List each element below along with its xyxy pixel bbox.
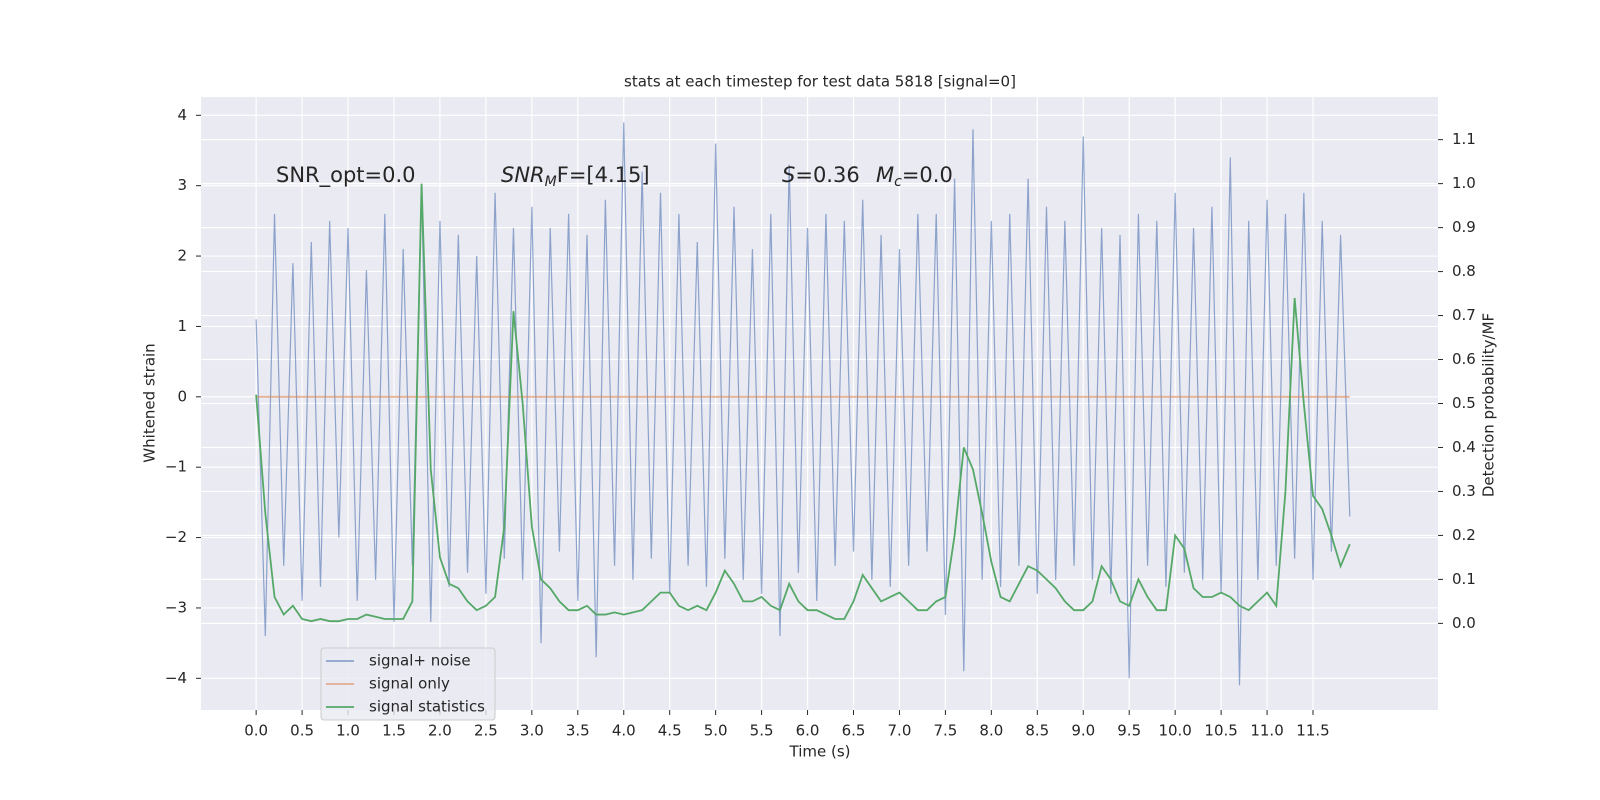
series-line	[255, 183, 1351, 623]
chart-title: stats at each timestep for test data 581…	[624, 73, 1016, 91]
y2-tick-label: 0.3	[1452, 482, 1476, 500]
legend: signal+ noise signal only signal statistic…	[320, 647, 496, 721]
x-tick-label: 0.0	[244, 722, 268, 740]
x-tick-label: 3.5	[566, 722, 590, 740]
y2-tick-label: 0.8	[1452, 262, 1476, 280]
x-tick-label: 8.0	[979, 722, 1003, 740]
annotation-rest: =0.36	[795, 163, 859, 187]
annotation: S=0.36	[782, 163, 860, 187]
legend-label: signal statistics	[369, 698, 485, 716]
series-line	[255, 122, 1351, 686]
y-tick-label: 4	[177, 106, 187, 124]
annotation-main: S	[782, 163, 795, 187]
legend-label: signal only	[369, 675, 450, 693]
x-tick-label: 10.5	[1204, 722, 1237, 740]
y-tick-label: 3	[177, 176, 187, 194]
annotation-rest: =0.0	[902, 163, 953, 187]
y2-tick-label: 0.4	[1452, 438, 1476, 456]
y2-tick-label: 1.0	[1452, 174, 1476, 192]
x-tick-label: 4.0	[612, 722, 636, 740]
x-tick-label: 11.0	[1250, 722, 1283, 740]
y2-tick-label: 1.1	[1452, 130, 1476, 148]
x-tick-label: 11.5	[1296, 722, 1329, 740]
annotation-sub: M	[545, 174, 557, 190]
x-tick-label: 6.5	[842, 722, 866, 740]
x-tick-label: 9.0	[1071, 722, 1095, 740]
x-axis-label: Time (s)	[789, 743, 851, 761]
x-tick-label: 1.5	[382, 722, 406, 740]
y-tick-label: 0	[177, 387, 187, 405]
marks	[255, 122, 1351, 686]
annotation: SNRMF=[4.15]	[501, 163, 650, 190]
annotation: SNR_opt=0.0	[276, 163, 416, 188]
annotation-main: SNR_opt=0.0	[276, 163, 416, 188]
annotation-main: SNR	[501, 163, 545, 187]
x-tick-label: 2.0	[428, 722, 452, 740]
legend-label: signal+ noise	[369, 652, 471, 670]
y2-tick-label: 0.6	[1452, 350, 1476, 368]
annotation-sub: c	[894, 174, 902, 190]
annotation-rest: F=[4.15]	[557, 163, 650, 187]
legend-box	[320, 647, 496, 721]
y2-tick-label: 0.9	[1452, 218, 1476, 236]
annotation-main: M	[876, 163, 894, 187]
y2-tick-label: 0.2	[1452, 526, 1476, 544]
x-tick-label: 7.5	[933, 722, 957, 740]
y2-tick-label: 0.0	[1452, 614, 1476, 632]
x-tick-label: 10.0	[1158, 722, 1191, 740]
y-tick-label: −2	[165, 528, 187, 546]
x-tick-label: 4.5	[658, 722, 682, 740]
y2-tick-label: 0.5	[1452, 394, 1476, 412]
x-tick-label: 5.5	[750, 722, 774, 740]
y2-axis-label: Detection probability/MF	[1480, 313, 1498, 497]
x-tick-label: 6.0	[796, 722, 820, 740]
y-tick-label: 2	[177, 247, 187, 265]
y2-tick-label: 0.7	[1452, 306, 1476, 324]
y-tick-label: −3	[165, 598, 187, 616]
annotation: Mc=0.0	[876, 163, 953, 190]
y-tick-label: −4	[165, 669, 187, 687]
x-tick-label: 5.0	[704, 722, 728, 740]
y-tick-label: 1	[177, 317, 187, 335]
x-tick-label: 1.0	[336, 722, 360, 740]
x-tick-label: 3.0	[520, 722, 544, 740]
y-axis-label: Whitened strain	[141, 343, 159, 462]
y2-tick-label: 0.1	[1452, 570, 1476, 588]
x-tick-label: 2.5	[474, 722, 498, 740]
x-tick-label: 9.5	[1117, 722, 1141, 740]
x-tick-label: 7.0	[888, 722, 912, 740]
x-tick-label: 0.5	[290, 722, 314, 740]
y-tick-label: −1	[165, 458, 187, 476]
x-tick-label: 8.5	[1025, 722, 1049, 740]
